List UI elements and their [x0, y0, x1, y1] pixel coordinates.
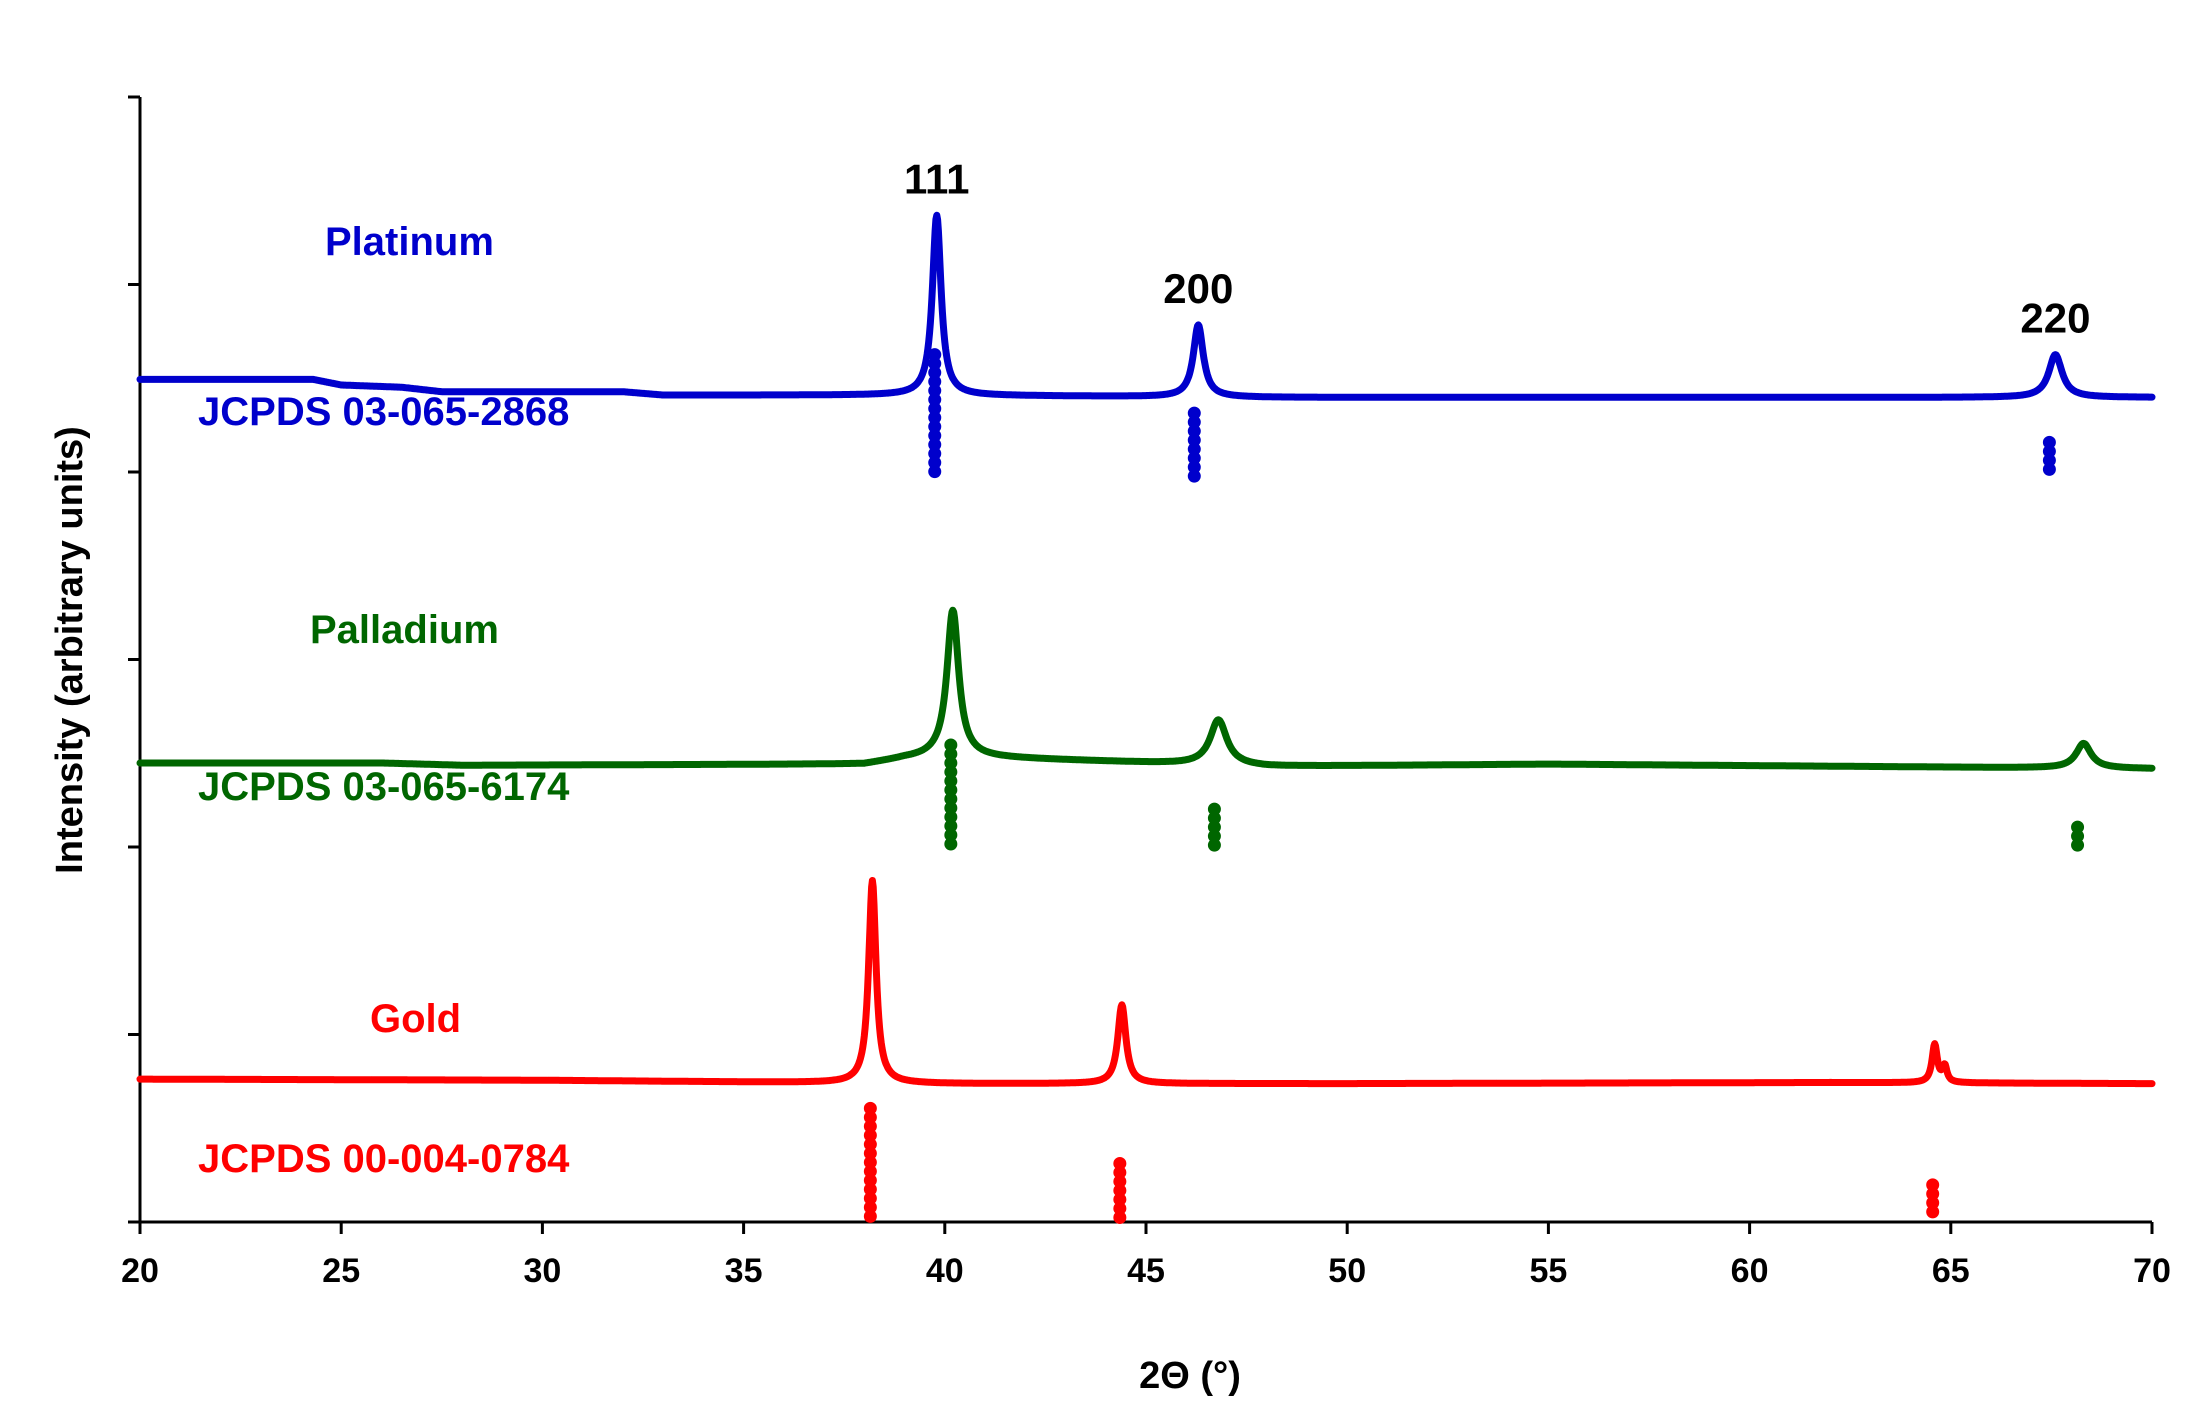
- x-axis-title: 2Θ (°): [1139, 1355, 1241, 1397]
- series-label-platinum: Platinum: [325, 220, 494, 264]
- y-axis-ticks: [128, 95, 140, 1224]
- x-axis-ticks: 20 25 30 35 40 45 50 55 60 65 70: [121, 1222, 2171, 1290]
- x-tick-label: 30: [523, 1252, 561, 1290]
- series-label-palladium: Palladium: [310, 608, 499, 652]
- y-axis-title: Intensity (arbitrary units): [49, 426, 91, 874]
- series-line-gold: [136, 877, 2156, 1088]
- x-tick-label: 70: [2133, 1252, 2171, 1290]
- x-tick-label: 20: [121, 1252, 159, 1290]
- reference-label: JCPDS 03-065-6174: [198, 765, 570, 809]
- series-label-gold: Gold: [370, 997, 461, 1041]
- axes: [138, 97, 2152, 1224]
- reference-label: JCPDS 03-065-2868: [198, 390, 569, 434]
- peak-label: 200: [1163, 265, 1233, 312]
- x-tick-label: 55: [1529, 1252, 1567, 1290]
- x-tick-label: 45: [1127, 1252, 1165, 1290]
- reference-patterns: [863, 348, 2085, 1226]
- peak-labels: 111 200 220: [904, 155, 2090, 341]
- x-tick-label: 65: [1932, 1252, 1970, 1290]
- reference-label: JCPDS 00-004-0784: [198, 1137, 570, 1181]
- diffraction-series: [136, 211, 2156, 1088]
- peak-label: 220: [2020, 295, 2090, 342]
- series-line-platinum: [136, 211, 2156, 401]
- series-labels: Platinum Palladium Gold JCPDS 03-065-2868 JC…: [198, 220, 570, 1181]
- series-line-palladium: [136, 606, 2156, 772]
- x-tick-label: 40: [926, 1252, 964, 1290]
- x-tick-label: 50: [1328, 1252, 1366, 1290]
- x-tick-label: 35: [725, 1252, 763, 1290]
- peak-label: 111: [904, 155, 969, 202]
- x-tick-label: 25: [322, 1252, 360, 1290]
- x-tick-label: 60: [1731, 1252, 1769, 1290]
